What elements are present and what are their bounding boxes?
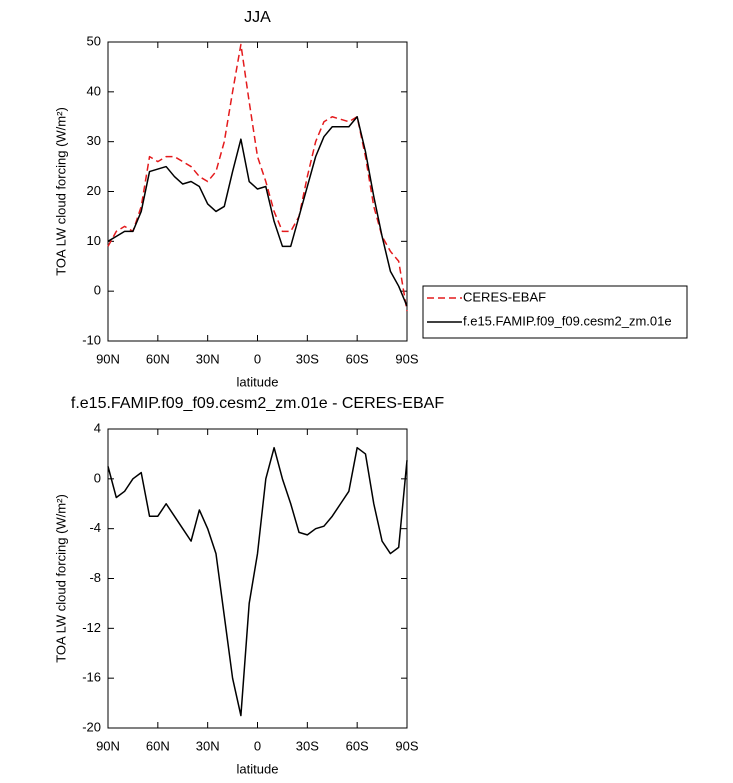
x-axis-label: latitude xyxy=(237,761,279,776)
y-tick-label: 40 xyxy=(87,83,101,98)
x-tick-label: 90S xyxy=(395,351,418,366)
x-tick-label: 60N xyxy=(146,351,170,366)
y-tick-label: 30 xyxy=(87,133,101,148)
legend-label: CERES-EBAF xyxy=(463,289,546,304)
panel: f.e15.FAMIP.f09_f09.cesm2_zm.01e - CERES… xyxy=(53,395,444,776)
y-tick-label: -10 xyxy=(82,332,101,347)
x-tick-label: 30S xyxy=(296,738,319,753)
data-line xyxy=(107,446,408,717)
y-axis-label: TOA LW cloud forcing (W/m²) xyxy=(53,107,68,276)
plot-frame xyxy=(107,41,408,342)
y-tick-label: 4 xyxy=(94,420,101,435)
plot-frame xyxy=(107,428,408,729)
x-tick-label: 60N xyxy=(146,738,170,753)
data-line xyxy=(107,43,408,312)
y-tick-label: -12 xyxy=(82,620,101,635)
y-tick-label: 0 xyxy=(94,470,101,485)
x-tick-label: 0 xyxy=(254,738,261,753)
x-tick-label: 90S xyxy=(395,738,418,753)
y-tick-label: 20 xyxy=(87,183,101,198)
data-line xyxy=(107,116,408,307)
panel: JJA -10 0 10 20 30 40 50 90N 60N 30N 0 30S 60S 90S lati… xyxy=(53,9,688,389)
x-tick-label: 90N xyxy=(96,351,120,366)
legend-label: f.e15.FAMIP.f09_f09.cesm2_zm.01e xyxy=(463,313,672,328)
x-tick-label: 30N xyxy=(196,351,220,366)
y-axis-label: TOA LW cloud forcing (W/m²) xyxy=(53,494,68,663)
x-tick-label: 60S xyxy=(346,351,369,366)
y-tick-label: 10 xyxy=(87,233,101,248)
chart-title: JJA xyxy=(244,9,271,26)
y-tick-label: -4 xyxy=(89,520,101,535)
x-tick-label: 30S xyxy=(296,351,319,366)
chart-title: f.e15.FAMIP.f09_f09.cesm2_zm.01e - CERES… xyxy=(71,395,444,412)
y-tick-label: -8 xyxy=(89,570,101,585)
x-tick-label: 30N xyxy=(196,738,220,753)
y-tick-label: 50 xyxy=(87,33,101,48)
x-axis-label: latitude xyxy=(237,374,279,389)
y-tick-label: -16 xyxy=(82,670,101,685)
y-tick-label: -20 xyxy=(82,719,101,734)
x-tick-label: 0 xyxy=(254,351,261,366)
y-tick-label: 0 xyxy=(94,283,101,298)
x-tick-label: 90N xyxy=(96,738,120,753)
x-tick-label: 60S xyxy=(346,738,369,753)
legend-box xyxy=(422,285,688,339)
